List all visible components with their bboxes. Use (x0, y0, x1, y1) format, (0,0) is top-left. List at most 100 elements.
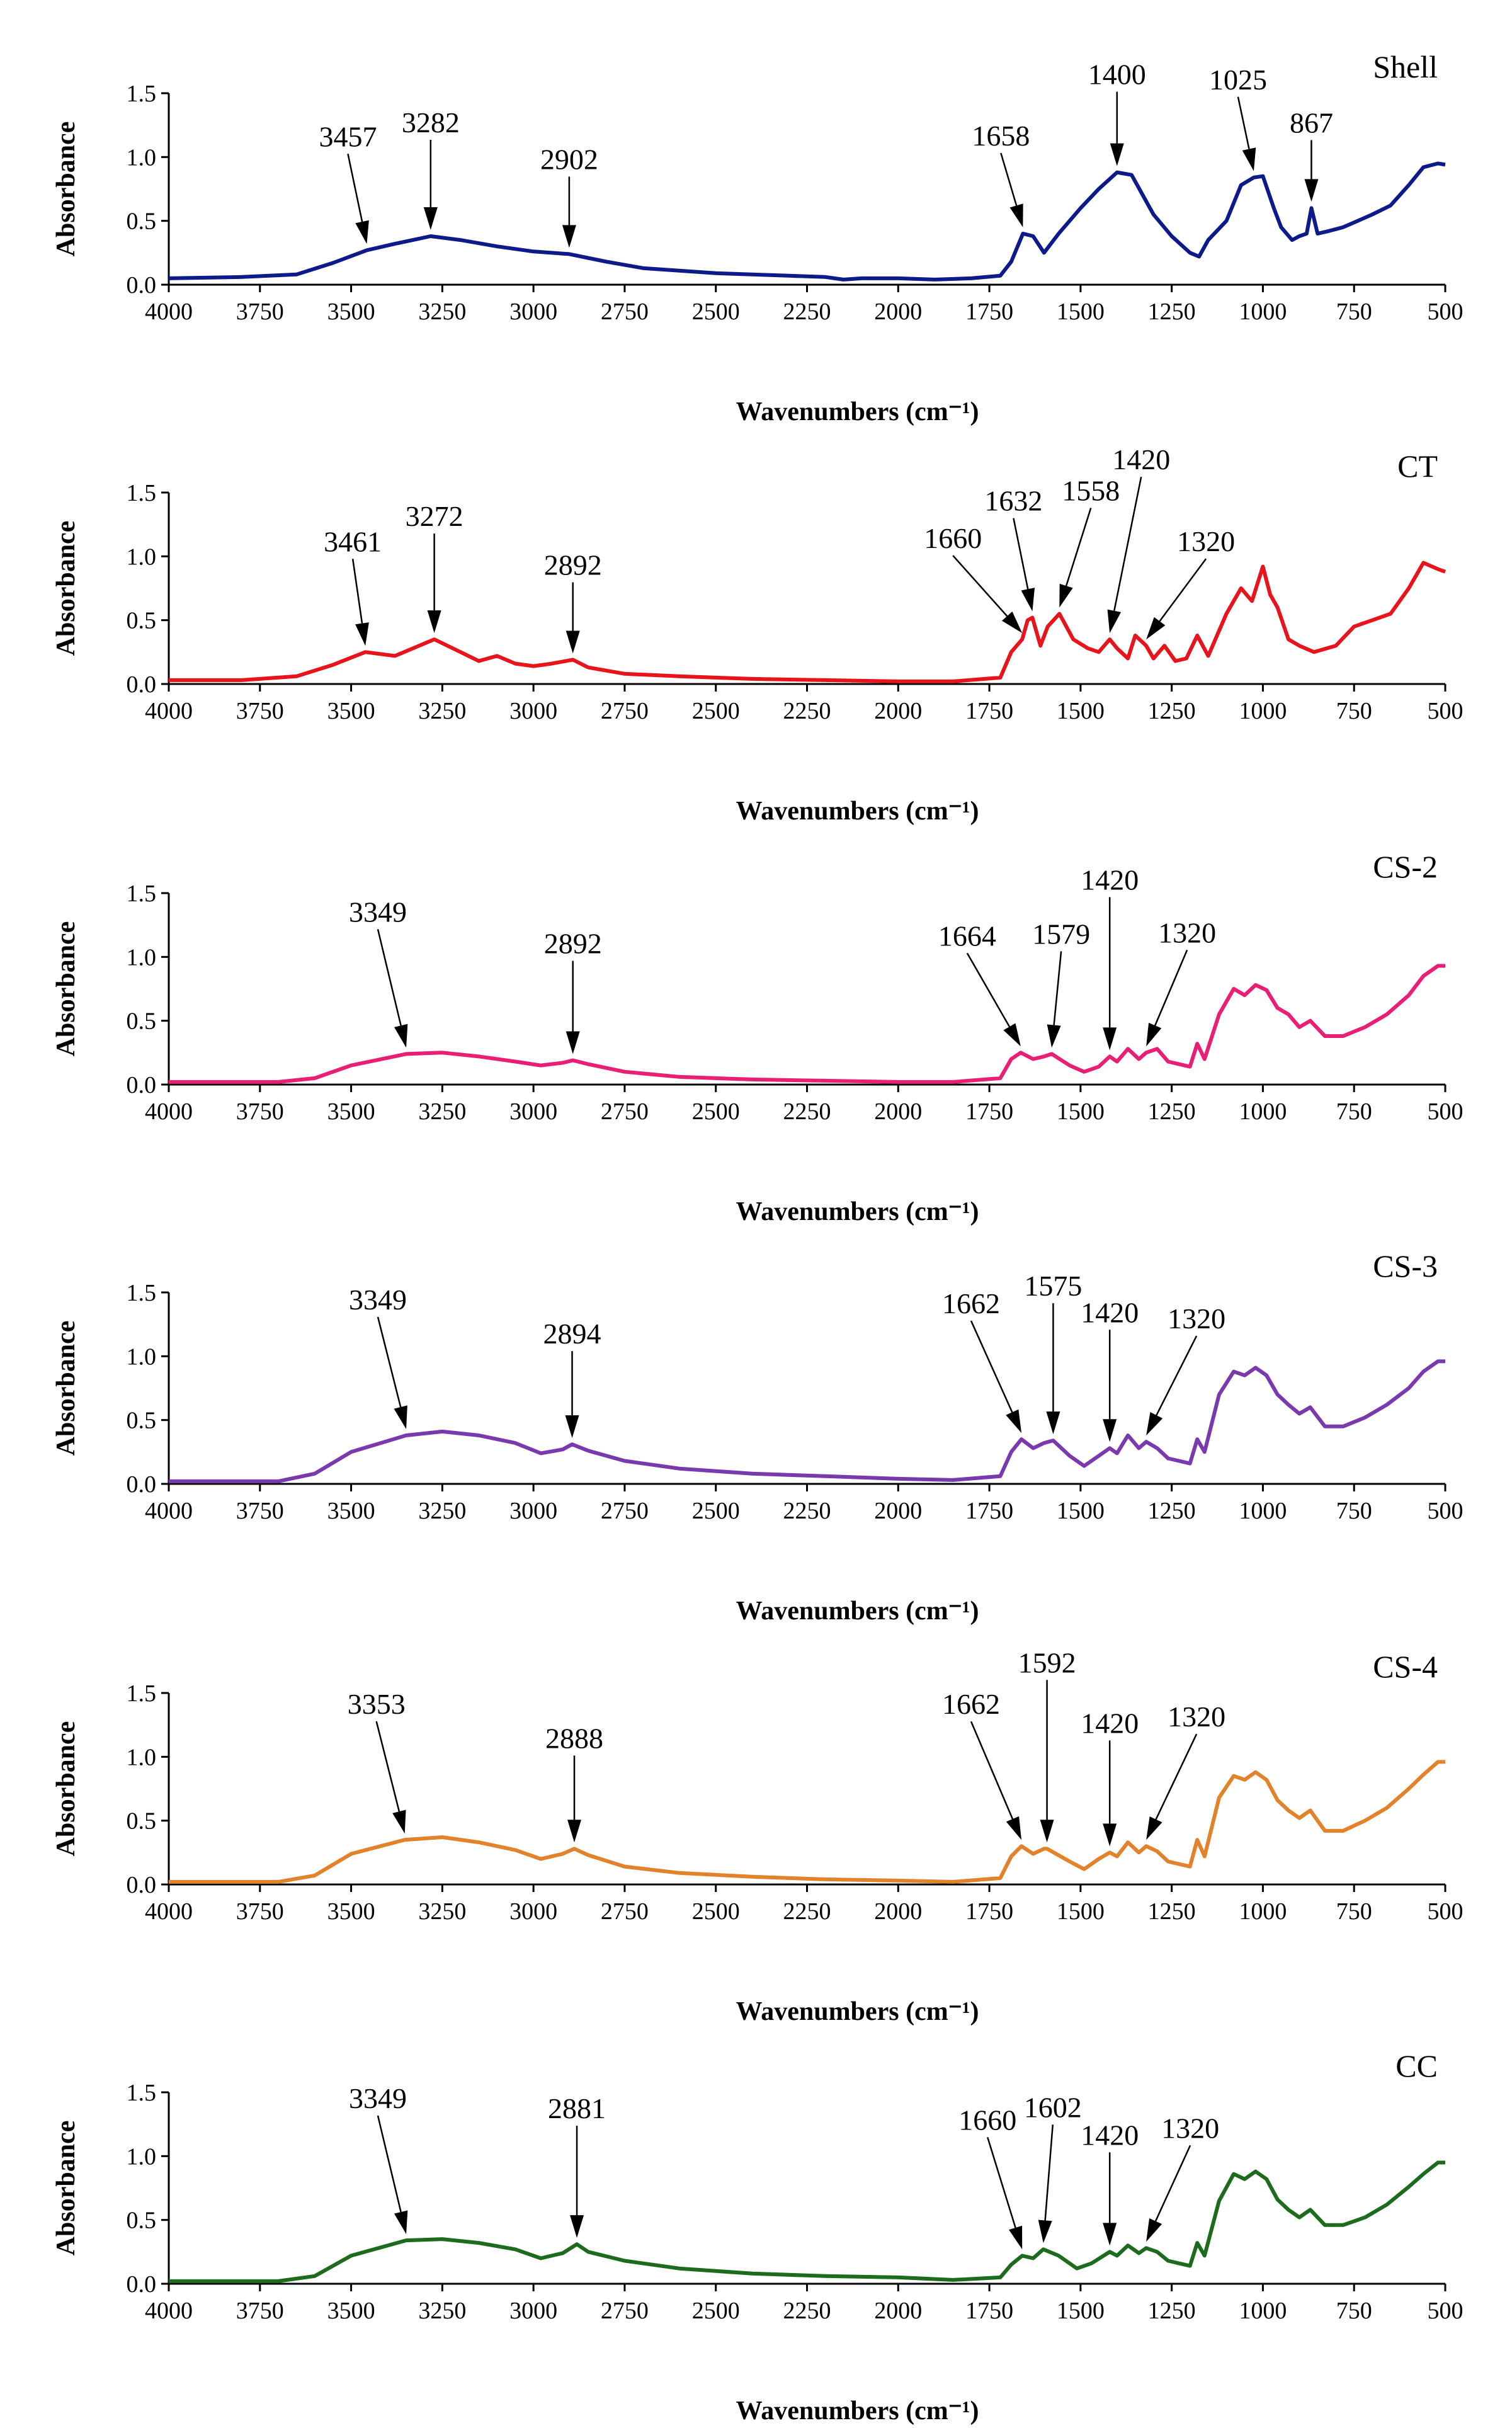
x-tick-label: 1500 (1057, 1098, 1105, 1125)
x-tick-label: 1250 (1148, 2298, 1196, 2324)
x-tick-label: 1000 (1239, 2298, 1287, 2324)
x-tick-label: 1000 (1239, 299, 1287, 325)
peak-label: 2892 (544, 927, 602, 959)
x-tick-label: 2750 (601, 2298, 649, 2324)
x-tick-label: 2250 (783, 2298, 831, 2324)
peak-arrow-shaft (1154, 949, 1188, 1026)
y-axis-label: Absorbance (52, 921, 81, 1057)
x-tick-label: 4000 (145, 299, 193, 325)
x-axis-label: Wavenumbers (cm⁻¹) (736, 1197, 979, 1226)
peak-arrow-shaft (1237, 96, 1250, 149)
peak-arrow-head (566, 1031, 580, 1054)
peak-arrow-shaft (1065, 508, 1092, 586)
x-tick-label: 500 (1428, 299, 1464, 325)
peak-arrow-head (565, 1415, 579, 1439)
x-tick-label: 2750 (601, 1898, 649, 1925)
peak-arrow-head (1009, 2225, 1023, 2250)
x-tick-label: 1750 (965, 1498, 1013, 1524)
peak-label: 1420 (1081, 2119, 1139, 2151)
x-tick-label: 3250 (418, 2298, 466, 2324)
y-tick-label: 1.0 (127, 1343, 157, 1370)
y-axis-label: Absorbance (52, 122, 81, 257)
peak-arrow-head (1009, 203, 1023, 227)
peak-arrow-shaft (1159, 558, 1207, 622)
y-tick-label: 1.5 (127, 2080, 157, 2106)
peak-arrow-head (1304, 179, 1319, 202)
peak-label: 1320 (1177, 525, 1235, 557)
spectrum-line (169, 2160, 1445, 2283)
panel-title: Shell (1373, 49, 1438, 84)
peak-arrow-head (567, 1820, 582, 1843)
x-tick-label: 3750 (236, 1498, 284, 1524)
x-tick-label: 3750 (236, 2298, 284, 2324)
peak-label: 2881 (548, 2092, 606, 2124)
y-tick-label: 0.0 (127, 1471, 157, 1498)
x-tick-label: 3250 (418, 299, 466, 325)
x-tick-label: 500 (1428, 1898, 1464, 1925)
x-tick-label: 3000 (509, 1898, 557, 1925)
y-axis-label: Absorbance (52, 2121, 81, 2256)
peak-arrow-shaft (1113, 476, 1142, 612)
x-tick-label: 2750 (601, 1498, 649, 1524)
x-tick-label: 3250 (418, 1098, 466, 1125)
peak-arrow-head (1103, 1027, 1117, 1051)
x-tick-label: 2250 (783, 698, 831, 724)
x-tick-label: 3500 (327, 1898, 375, 1925)
peak-arrow-shaft (351, 559, 363, 624)
spectrum-line (169, 1760, 1445, 1884)
x-tick-label: 1250 (1148, 299, 1196, 325)
y-tick-label: 1.5 (127, 480, 157, 506)
x-tick-label: 750 (1336, 1098, 1372, 1125)
y-tick-label: 0.5 (127, 608, 157, 634)
x-tick-label: 3000 (509, 1498, 557, 1524)
x-tick-label: 2500 (692, 2298, 740, 2324)
spectrum-line (168, 161, 1446, 282)
x-tick-label: 3500 (327, 2298, 375, 2324)
x-tick-label: 3250 (418, 1898, 466, 1925)
peak-arrow-head (1107, 609, 1122, 634)
x-tick-label: 4000 (145, 1498, 193, 1524)
peak-label: 1025 (1209, 64, 1267, 96)
y-tick-label: 1.0 (127, 1744, 157, 1770)
x-tick-label: 1500 (1057, 2298, 1105, 2324)
y-tick-label: 1.5 (127, 81, 157, 107)
x-axis-label: Wavenumbers (cm⁻¹) (736, 797, 979, 826)
spectrum-line (169, 964, 1445, 1084)
peak-label: 3349 (349, 2082, 407, 2114)
y-tick-label: 0.5 (127, 1408, 157, 1434)
y-tick-label: 0.5 (127, 2208, 157, 2234)
peak-arrow-shaft (375, 1721, 401, 1812)
x-tick-label: 2250 (783, 1498, 831, 1524)
peak-label: 3272 (406, 500, 463, 532)
x-tick-label: 3500 (327, 1498, 375, 1524)
x-tick-label: 4000 (145, 1898, 193, 1925)
x-tick-label: 4000 (145, 698, 193, 724)
x-tick-label: 3000 (509, 1098, 557, 1125)
x-tick-label: 1500 (1057, 698, 1105, 724)
peak-arrow-shaft (377, 1316, 402, 1408)
peak-arrow-head (394, 2210, 408, 2235)
peak-label: 1658 (972, 120, 1030, 152)
peak-arrow-shaft (1156, 1335, 1198, 1416)
peak-arrow-head (423, 207, 438, 230)
x-tick-label: 1500 (1057, 299, 1105, 325)
peak-label: 1400 (1088, 59, 1146, 91)
peak-label: 1420 (1081, 1707, 1139, 1739)
x-tick-label: 750 (1336, 299, 1372, 325)
peak-arrow-head (1046, 1411, 1060, 1435)
x-tick-label: 500 (1428, 1098, 1464, 1125)
peak-arrow-head (1021, 588, 1035, 612)
y-tick-label: 1.0 (127, 2143, 157, 2170)
peak-arrow-head (1059, 583, 1073, 608)
x-tick-label: 2250 (783, 299, 831, 325)
peak-label: 1320 (1168, 1302, 1225, 1335)
peak-label: 1420 (1081, 863, 1139, 896)
y-tick-label: 0.5 (127, 1008, 157, 1035)
x-axis-label: Wavenumbers (cm⁻¹) (736, 2397, 979, 2425)
x-tick-label: 750 (1336, 1498, 1372, 1524)
x-tick-label: 1500 (1057, 1898, 1105, 1925)
peak-label: 3353 (348, 1688, 406, 1720)
x-tick-label: 2750 (601, 1098, 649, 1125)
peak-arrow-shaft (1044, 2124, 1054, 2221)
x-tick-label: 500 (1428, 1498, 1464, 1524)
